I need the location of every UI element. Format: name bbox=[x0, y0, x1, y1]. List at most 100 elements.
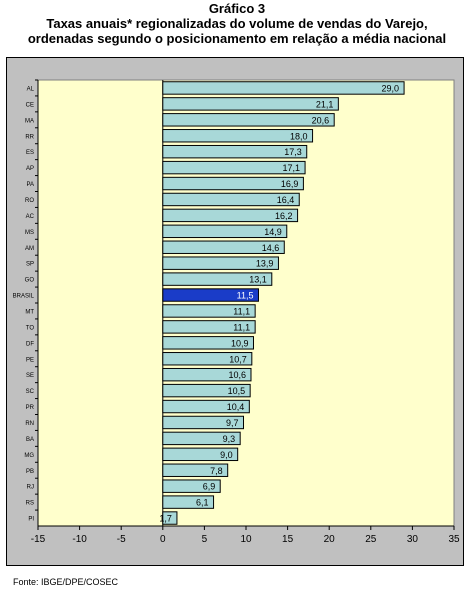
value-label-es: 17,3 bbox=[284, 147, 302, 157]
value-label-al: 29,0 bbox=[382, 83, 400, 93]
category-label-se: SE bbox=[26, 373, 34, 379]
x-tick-label: 10 bbox=[240, 534, 252, 545]
bar-ap bbox=[162, 160, 306, 175]
x-tick-label: 35 bbox=[448, 534, 460, 545]
category-label-am: AM bbox=[25, 246, 34, 252]
value-label-ma: 20,6 bbox=[312, 115, 330, 125]
chart-frame: AL 29,0 CE 21,1 MA 20,6 RR 18,0 ES 17,3 AP 17,1 PA 16… bbox=[6, 57, 464, 566]
category-label-brasil: BRASIL bbox=[13, 294, 35, 300]
value-label-ba: 9,3 bbox=[223, 434, 236, 444]
value-label-pe: 10,7 bbox=[229, 354, 247, 364]
category-label-sp: SP bbox=[26, 262, 34, 268]
category-label-go: GO bbox=[25, 278, 35, 284]
x-tick-label: 20 bbox=[324, 534, 336, 545]
value-label-ac: 16,2 bbox=[275, 211, 293, 221]
value-label-ce: 21,1 bbox=[316, 99, 334, 109]
value-label-to: 11,1 bbox=[233, 322, 250, 332]
category-label-mg: MG bbox=[24, 453, 34, 459]
bar-df bbox=[162, 336, 254, 350]
bar-se bbox=[162, 367, 252, 382]
source-note: Fonte: IBGE/DPE/COSEC bbox=[13, 577, 119, 587]
x-tick-label: 15 bbox=[282, 534, 294, 545]
category-label-ap: AP bbox=[26, 166, 34, 172]
bar-rs bbox=[162, 495, 215, 509]
category-label-pa: PA bbox=[26, 182, 34, 188]
value-label-mg: 9,0 bbox=[220, 450, 233, 460]
value-label-brasil: 11,5 bbox=[237, 291, 254, 301]
category-label-to: TO bbox=[26, 325, 35, 331]
x-tick-label: -5 bbox=[117, 534, 126, 545]
bar-ma bbox=[162, 113, 335, 127]
bar-rr bbox=[162, 129, 314, 143]
bar-to bbox=[162, 320, 256, 334]
value-label-am: 14,6 bbox=[262, 243, 280, 253]
category-label-sc: SC bbox=[26, 389, 35, 395]
value-label-rr: 18,0 bbox=[290, 131, 308, 141]
bar-ce bbox=[162, 97, 339, 111]
category-label-pe: PE bbox=[26, 357, 34, 363]
bar-pb bbox=[162, 463, 229, 477]
value-label-pi: 1,7 bbox=[159, 514, 172, 524]
value-label-se: 10,6 bbox=[228, 370, 246, 380]
bar-es bbox=[162, 144, 308, 159]
bar-al bbox=[162, 81, 405, 95]
chart-subtitle-line1: Taxas anuais* regionalizadas do volume d… bbox=[46, 16, 428, 31]
bar-sp bbox=[162, 256, 279, 270]
bar-rn bbox=[162, 415, 245, 430]
bar-am bbox=[162, 240, 285, 254]
bar-pr bbox=[162, 399, 250, 414]
category-label-al: AL bbox=[27, 86, 35, 92]
value-label-rn: 9,7 bbox=[226, 418, 239, 428]
category-label-pi: PI bbox=[28, 517, 34, 523]
value-label-rj: 6,9 bbox=[203, 482, 216, 492]
category-label-rr: RR bbox=[25, 134, 34, 140]
x-tick-label: 30 bbox=[407, 534, 419, 545]
category-label-mt: MT bbox=[25, 309, 34, 315]
value-label-df: 10,9 bbox=[231, 338, 249, 348]
value-label-sp: 13,9 bbox=[256, 259, 274, 269]
category-label-ce: CE bbox=[26, 102, 34, 108]
bar-pa bbox=[162, 176, 304, 191]
value-label-ms: 14,9 bbox=[264, 227, 282, 237]
category-label-ma: MA bbox=[25, 118, 34, 124]
bar-go bbox=[162, 272, 273, 286]
value-label-pr: 10,4 bbox=[227, 402, 245, 412]
category-label-ba: BA bbox=[26, 437, 34, 443]
x-tick-label: -10 bbox=[72, 534, 87, 545]
bar-rj bbox=[162, 479, 221, 493]
category-label-ms: MS bbox=[25, 230, 34, 236]
x-tick-label: 25 bbox=[365, 534, 377, 545]
category-label-rs: RS bbox=[26, 501, 34, 507]
x-tick-label: -15 bbox=[31, 534, 46, 545]
value-label-ap: 17,1 bbox=[283, 163, 301, 173]
bar-chart: AL 29,0 CE 21,1 MA 20,6 RR 18,0 ES 17,3 AP 17,1 PA 16… bbox=[13, 79, 460, 545]
bar-mg bbox=[162, 447, 239, 462]
value-label-sc: 10,5 bbox=[228, 386, 246, 396]
category-label-es: ES bbox=[26, 150, 34, 156]
chart-subtitle-line2: ordenadas segundo o posicionamento em re… bbox=[27, 31, 447, 46]
bar-ba bbox=[162, 431, 241, 446]
x-tick-label: 0 bbox=[160, 534, 166, 545]
value-label-go: 13,1 bbox=[249, 275, 267, 285]
bar-ms bbox=[162, 224, 288, 239]
bar-ac bbox=[162, 208, 299, 223]
bar-sc bbox=[162, 383, 251, 398]
bar-mt bbox=[162, 304, 256, 318]
value-label-rs: 6,1 bbox=[196, 498, 209, 508]
value-label-pb: 7,8 bbox=[210, 466, 223, 476]
category-label-rn: RN bbox=[25, 421, 34, 427]
chart-title: Gráfico 3 bbox=[208, 1, 266, 16]
bar-ro bbox=[162, 192, 300, 207]
bar-pi bbox=[162, 511, 178, 525]
category-label-pb: PB bbox=[26, 469, 34, 475]
bar-brasil bbox=[162, 288, 259, 302]
value-label-mt: 11,1 bbox=[233, 306, 250, 316]
category-label-ro: RO bbox=[25, 198, 34, 204]
value-label-pa: 16,9 bbox=[281, 179, 299, 189]
bar-pe bbox=[162, 352, 253, 366]
value-label-ro: 16,4 bbox=[277, 195, 295, 205]
category-label-ac: AC bbox=[26, 214, 35, 220]
category-label-df: DF bbox=[26, 341, 34, 347]
x-tick-label: 5 bbox=[202, 534, 208, 545]
category-label-pr: PR bbox=[26, 405, 35, 411]
